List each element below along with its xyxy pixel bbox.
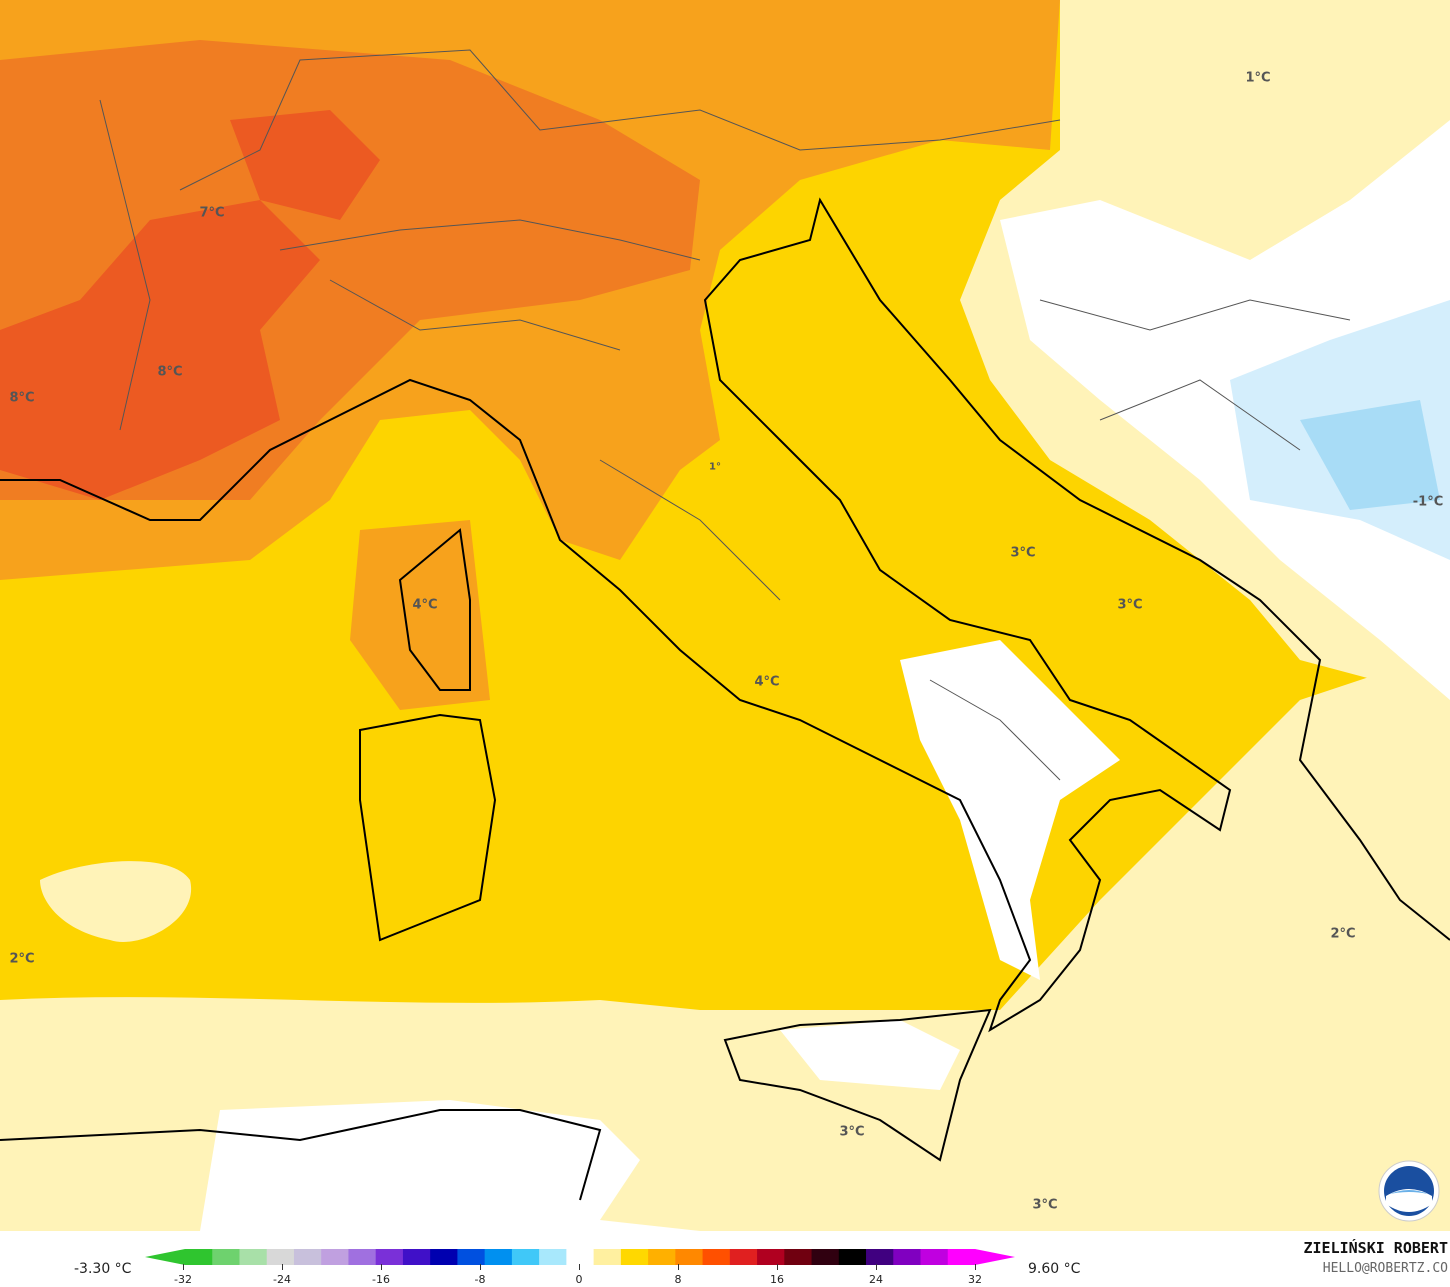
orange-corsica	[350, 520, 490, 710]
temp-label: 8°C	[157, 364, 183, 380]
temp-label: 8°C	[9, 390, 35, 406]
temp-label: 4°C	[412, 597, 438, 613]
colorbar-segment	[266, 1249, 295, 1265]
temperature-map	[0, 0, 1450, 1231]
colorbar-segment	[375, 1249, 404, 1265]
colorbar-segment	[484, 1249, 513, 1265]
legend-min-label: -3.30 °C	[74, 1261, 132, 1277]
colorbar-segment	[321, 1249, 349, 1265]
legend-max-label: 9.60 °C	[1028, 1261, 1081, 1277]
colorbar-segment	[239, 1249, 268, 1265]
colorbar-tick	[876, 1264, 877, 1270]
white-south-italy	[900, 640, 1120, 980]
light-band-south	[0, 650, 1450, 1231]
colorbar-segment	[784, 1249, 813, 1265]
temp-label: 2°C	[1330, 926, 1356, 942]
blue-balkans	[1300, 400, 1440, 510]
colorbar-tick-label: 0	[575, 1273, 583, 1286]
temp-label: 2°C	[9, 951, 35, 967]
temp-label: 1°	[709, 461, 721, 473]
colorbar-tick-label: -8	[474, 1273, 486, 1286]
colorbar-segment	[729, 1249, 758, 1265]
temp-label: -1°C	[1412, 494, 1444, 510]
temp-label: 4°C	[754, 674, 780, 690]
colorbar-segment	[402, 1249, 431, 1265]
light-band-west	[40, 861, 192, 942]
author-email[interactable]: HELLO@ROBERTZ.CO	[1322, 1261, 1448, 1276]
colorbar-tick-label: -32	[174, 1273, 192, 1286]
noaa-logo	[1378, 1160, 1440, 1222]
temp-label: 7°C	[199, 205, 225, 221]
colorbar-segment	[593, 1249, 622, 1265]
temp-label: 3°C	[839, 1124, 865, 1140]
temp-label: 3°C	[1010, 545, 1036, 561]
colorbar-tick	[579, 1264, 580, 1270]
colorbar-segment	[457, 1249, 486, 1265]
colorbar-segment	[539, 1249, 567, 1265]
colorbar-segment	[566, 1249, 595, 1265]
colorbar-tick	[282, 1264, 283, 1270]
colorbar-tick-label: -24	[273, 1273, 291, 1286]
colorbar-segment	[620, 1249, 649, 1265]
color-scale-bar	[145, 1249, 1015, 1265]
colorbar-segment	[648, 1249, 676, 1265]
coastlines	[0, 197, 1450, 1201]
colorbar-segment	[893, 1249, 922, 1265]
temp-label: 3°C	[1117, 597, 1143, 613]
colorbar-segment	[947, 1249, 976, 1265]
colorbar-segment	[866, 1249, 894, 1265]
colorbar-segment	[757, 1249, 785, 1265]
pale-africa	[200, 1100, 700, 1231]
colorbar-segment	[811, 1249, 840, 1265]
colorbar-high-arrow	[975, 1249, 1015, 1265]
colorbar-segment	[212, 1249, 240, 1265]
white-sicily	[780, 1020, 960, 1090]
colorbar-tick-label: 24	[869, 1273, 883, 1286]
colorbar-tick	[777, 1264, 778, 1270]
colorbar-segment	[920, 1249, 949, 1265]
colorbar-segment	[702, 1249, 731, 1265]
colorbar-tick-label: 32	[968, 1273, 982, 1286]
colorbar-low-arrow	[145, 1249, 185, 1265]
colorbar-tick	[480, 1264, 481, 1270]
colorbar-segment	[293, 1249, 322, 1265]
colorbar-tick-label: -16	[372, 1273, 390, 1286]
colorbar-segment	[185, 1249, 213, 1265]
legend-footer: -3.30 °C -32 -24 -16 -8 0 8 16 24 32 9.60 °C ZIE…	[0, 1231, 1450, 1287]
red-orange-spot	[230, 110, 380, 220]
temp-label: 1°C	[1245, 70, 1271, 86]
colorbar-segment	[838, 1249, 867, 1265]
colorbar-tick	[381, 1264, 382, 1270]
colorbar-segment	[348, 1249, 377, 1265]
admin-borders	[99, 49, 1351, 781]
red-orange-core	[0, 200, 320, 500]
white-balkans	[1000, 120, 1450, 700]
colorbar-tick-label: 16	[770, 1273, 784, 1286]
author-name: ZIELIŃSKI ROBERT	[1303, 1239, 1449, 1257]
colorbar-tick	[975, 1264, 976, 1270]
temp-label: 3°C	[1032, 1197, 1058, 1213]
colorbar-segment	[675, 1249, 704, 1265]
colorbar-tick-label: 8	[674, 1273, 682, 1286]
colorbar-segment	[430, 1249, 458, 1265]
colorbar-segment	[511, 1249, 540, 1265]
colorbar-tick	[183, 1264, 184, 1270]
colorbar-tick	[678, 1264, 679, 1270]
